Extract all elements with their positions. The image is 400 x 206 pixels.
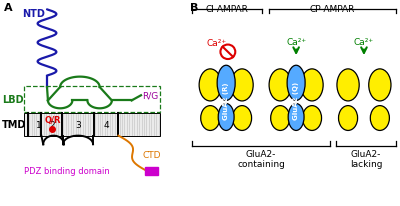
Text: B: B [190, 3, 198, 13]
Ellipse shape [370, 106, 390, 131]
Ellipse shape [199, 70, 221, 102]
Text: NTD: NTD [22, 9, 46, 19]
Ellipse shape [269, 70, 291, 102]
Ellipse shape [337, 70, 359, 102]
Bar [145, 167, 158, 175]
Text: 1: 1 [36, 120, 42, 129]
Bar [24, 113, 160, 136]
Text: Ca²⁺: Ca²⁺ [207, 39, 227, 48]
Text: LBD: LBD [2, 94, 24, 104]
Text: Ca²⁺: Ca²⁺ [354, 38, 374, 47]
Ellipse shape [288, 104, 304, 131]
Text: CP-AMPAR: CP-AMPAR [310, 5, 355, 14]
Text: GluA2-
containing: GluA2- containing [237, 149, 285, 169]
Text: Q/R: Q/R [44, 116, 61, 125]
Text: A: A [4, 3, 12, 13]
Text: Ca²⁺: Ca²⁺ [286, 38, 306, 47]
Ellipse shape [302, 106, 322, 131]
Text: GluA2-
lacking: GluA2- lacking [350, 149, 382, 169]
Ellipse shape [231, 70, 253, 102]
Ellipse shape [217, 66, 235, 101]
Text: PDZ binding domain: PDZ binding domain [24, 166, 110, 176]
Circle shape [220, 45, 235, 60]
Text: R/G: R/G [142, 91, 158, 100]
Text: 3: 3 [75, 120, 81, 129]
Text: GluA2 (R): GluA2 (R) [223, 82, 229, 120]
Ellipse shape [232, 106, 252, 131]
Text: TMD: TMD [2, 120, 26, 130]
Ellipse shape [301, 70, 323, 102]
Text: 2: 2 [49, 120, 54, 129]
Text: CI-AMPAR: CI-AMPAR [206, 5, 249, 14]
Ellipse shape [369, 70, 391, 102]
Ellipse shape [338, 106, 358, 131]
Ellipse shape [287, 66, 305, 101]
Ellipse shape [201, 106, 220, 131]
Ellipse shape [271, 106, 290, 131]
Text: GluA2 (Q): GluA2 (Q) [293, 82, 299, 120]
Ellipse shape [218, 104, 234, 131]
Text: CTD: CTD [143, 150, 161, 159]
Text: 4: 4 [104, 120, 109, 129]
